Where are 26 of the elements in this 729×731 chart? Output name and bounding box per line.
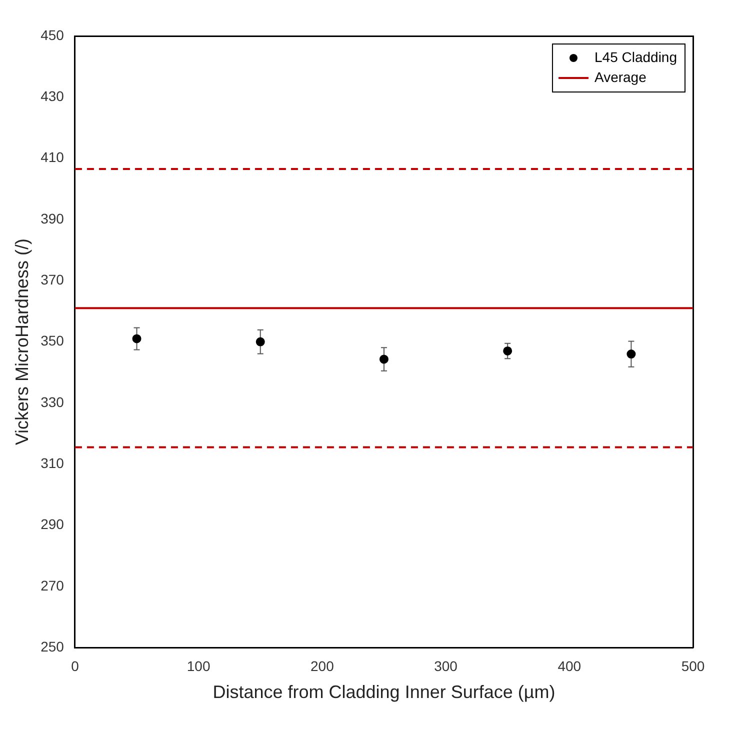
legend-label: Average [594,68,647,85]
x-tick-label: 500 [681,658,705,674]
x-axis-title: Distance from Cladding Inner Surface (µm) [212,682,556,702]
legend-label: L45 Cladding [594,48,678,65]
y-tick-label: 310 [40,454,64,471]
y-tick-label: 270 [40,577,64,594]
point [379,354,388,364]
y-tick-label: 350 [40,332,64,349]
y-tick-label: 290 [40,516,64,532]
point [132,334,142,344]
x-tick-label: 300 [434,658,458,674]
point [626,350,636,359]
point [256,337,265,346]
y-tick-label: 410 [40,149,64,166]
point [503,346,512,356]
x-tick-label: 400 [558,658,582,674]
x-tick-label: 0 [71,658,80,674]
y-axis-title: Vickers MicroHardness (/) [12,238,32,446]
x-tick-label: 200 [310,658,334,674]
x-tick-label: 100 [186,658,210,674]
y-tick-label: 370 [40,272,64,288]
y-tick-label: 330 [40,394,64,410]
y-tick-label: 390 [40,210,64,226]
y-tick-label: 450 [40,26,64,43]
y-tick-label: 250 [40,638,64,654]
y-tick-label: 430 [40,88,64,104]
